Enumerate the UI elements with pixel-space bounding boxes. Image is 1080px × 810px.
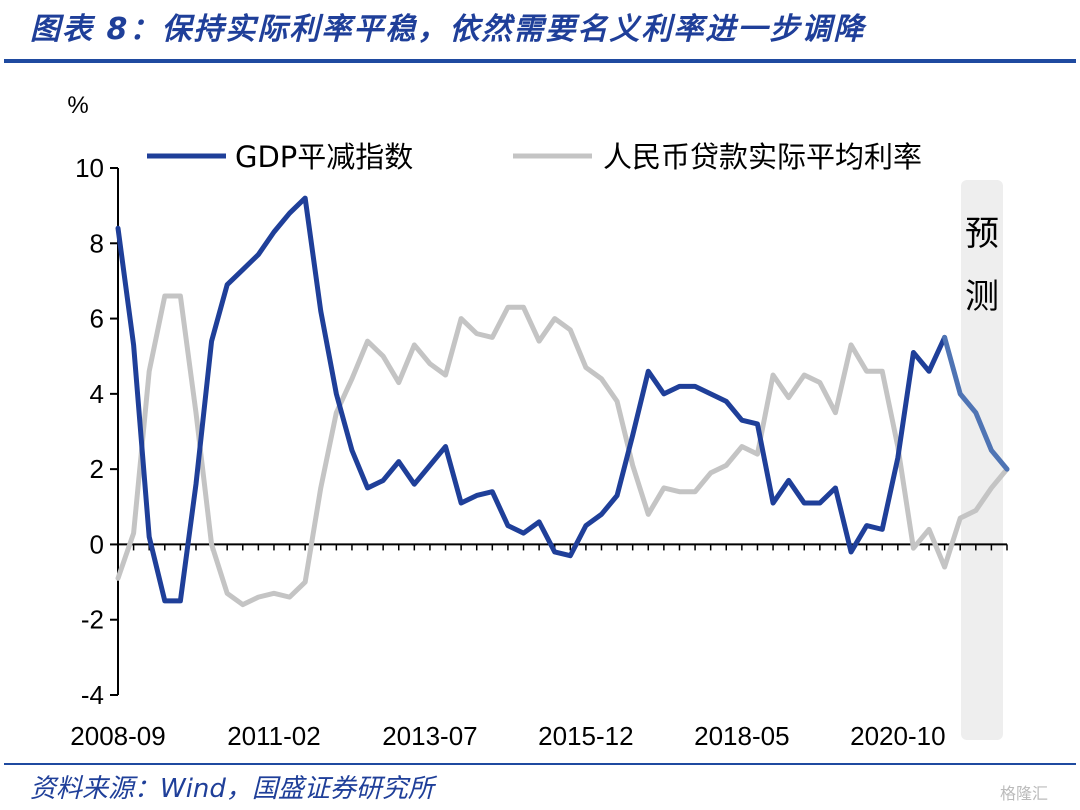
x-tick-label: 2008-09 [70,721,165,751]
y-tick-label: 6 [90,304,104,334]
axes: -4 -2 0 2 4 6 8 10% 2008-09 2011-02 2013-07 2015-12… [67,92,1008,751]
x-tick-label: 2015-12 [538,721,633,751]
forecast-label-char-1: 预 [965,214,999,254]
x-tick-label: 2013-07 [382,721,477,751]
y-tick-label: 8 [90,228,104,258]
watermark: 格隆汇 [1000,784,1049,803]
x-tick-label: 2018-05 [694,721,789,751]
series-line-gdp-deflator [115,195,948,604]
series-line-real-rate [115,293,1010,608]
page-title: 图表 8：保持实际利率平稳，依然需要名义利率进一步调降 [30,12,866,47]
title-divider [4,59,1076,63]
legend: GDP平减指数 人民币贷款实际平均利率 [147,140,922,174]
series-layer [115,195,1010,608]
legend-label-gdp-deflator: GDP平减指数 [235,140,413,174]
line-chart: 预 测 -4 -2 0 2 4 6 8 10% 2008-09 2011-02 2013-07 201… [67,92,1010,751]
forecast-band [961,180,1003,740]
y-tick-label: 4 [90,379,104,409]
y-tick-label: -4 [81,680,104,710]
source-note: 资料来源：Wind，国盛证券研究所 [30,774,434,804]
y-tick-label: 2 [90,454,104,484]
y-axis-unit: % [67,92,88,119]
y-tick-label: 10 [75,153,104,183]
y-tick-label: 0 [90,529,104,559]
legend-label-real-rate: 人民币贷款实际平均利率 [603,140,922,174]
series-line-gdp-deflator-forecast [942,334,1010,472]
x-tick-label: 2020-10 [850,721,945,751]
y-tick-label: -2 [81,605,104,635]
footer-divider [4,763,1076,765]
forecast-label-char-2: 测 [965,277,999,317]
x-tick-label: 2011-02 [227,721,321,751]
